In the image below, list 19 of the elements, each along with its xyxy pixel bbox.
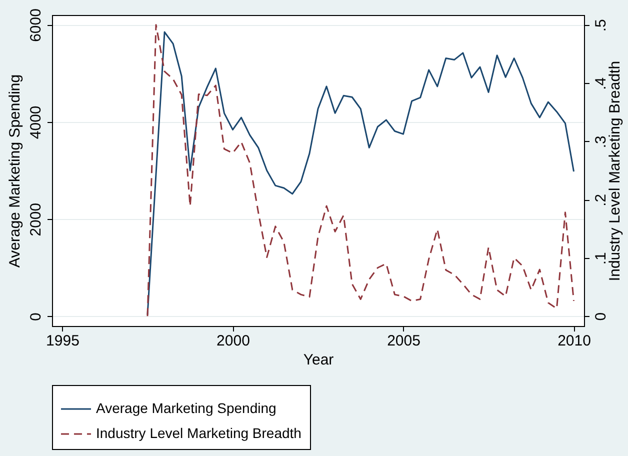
x-axis-title: Year — [303, 352, 334, 368]
y-tick-label: 2000 — [28, 202, 44, 236]
x-tick-label: 2000 — [216, 332, 250, 350]
y2-tick-label: .1 — [592, 252, 610, 265]
y2-tick-label: .4 — [592, 77, 610, 90]
y2-tick-label: .5 — [592, 19, 610, 32]
y-tick-label: 4000 — [28, 106, 44, 140]
y-tick-label: 6000 — [28, 8, 44, 42]
y2-tick-label: .2 — [592, 194, 610, 206]
y2-tick-label: 0 — [592, 312, 610, 321]
legend-label: Average Marketing Spending — [96, 400, 276, 416]
y-axis-title: Average Marketing Spending — [6, 74, 24, 268]
x-tick-label: 1995 — [46, 332, 80, 350]
y2-axis-title: Industry Level Marketing Breadth — [606, 60, 624, 282]
y2-tick-label: .3 — [592, 136, 610, 148]
x-tick-label: 2010 — [558, 332, 591, 350]
x-tick-label: 2005 — [387, 332, 420, 350]
legend-label: Industry Level Marketing Breadth — [96, 425, 302, 441]
y-tick-label: 0 — [28, 312, 44, 321]
